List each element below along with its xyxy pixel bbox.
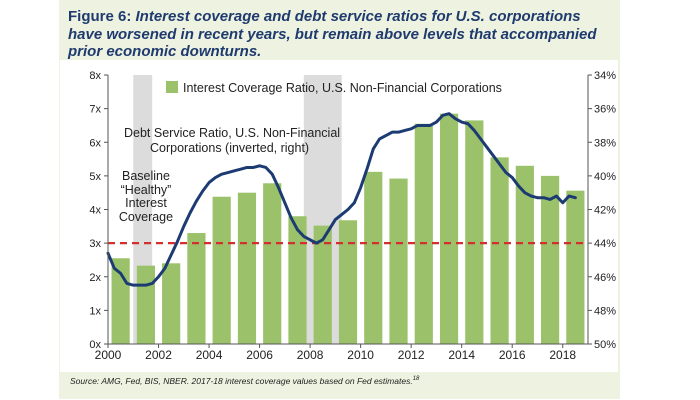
left-tick-label: 2x xyxy=(89,272,101,284)
bar-2016 xyxy=(515,165,534,344)
left-tick-label: 0x xyxy=(89,339,101,351)
x-tick-label: 2008 xyxy=(297,348,324,362)
baseline-annotation-line-3: Coverage xyxy=(119,210,173,224)
x-tick-label: 2000 xyxy=(95,348,122,362)
bar-2000 xyxy=(111,258,130,344)
legend-group: Interest Coverage Ratio, U.S. Non-Financ… xyxy=(166,81,502,95)
source-note: Source: AMG, Fed, BIS, NBER. 2017-18 int… xyxy=(70,376,419,386)
debt-service-line-group xyxy=(106,112,577,287)
left-tick-label: 1x xyxy=(89,305,101,317)
x-tick-label: 2010 xyxy=(347,348,374,362)
bar-2003 xyxy=(187,233,206,344)
figure-title-text: Interest coverage and debt service ratio… xyxy=(68,8,597,60)
bars-group xyxy=(111,113,585,344)
bar-2011 xyxy=(389,178,408,344)
right-tick-label: 42% xyxy=(594,205,616,217)
left-tick-label: 7x xyxy=(89,104,101,116)
bar-2013 xyxy=(439,113,459,344)
bar-2002 xyxy=(162,263,181,344)
x-tick-label: 2006 xyxy=(246,348,273,362)
bar-2018 xyxy=(566,190,585,344)
debt-service-annotation-line-1: Corporations (inverted, right) xyxy=(150,141,309,155)
x-tick-label: 2016 xyxy=(499,348,526,362)
bar-2012 xyxy=(414,123,433,344)
bar-2009 xyxy=(338,220,358,344)
figure-number: Figure 6: xyxy=(68,8,136,25)
figure-title: Figure 6: Interest coverage and debt ser… xyxy=(68,8,614,61)
bar-2005 xyxy=(237,192,257,344)
right-tick-label: 50% xyxy=(594,339,616,351)
right-tick-label: 44% xyxy=(594,238,616,250)
x-tick-label: 2004 xyxy=(196,348,223,362)
left-tick-label: 5x xyxy=(89,171,101,183)
right-tick-label: 48% xyxy=(594,305,616,317)
right-tick-label: 36% xyxy=(594,104,616,116)
bar-2017 xyxy=(541,175,560,344)
debt-service-annotation-line-0: Debt Service Ratio, U.S. Non-Financial xyxy=(124,126,340,140)
source-text: Source: AMG, Fed, BIS, NBER. 2017-18 int… xyxy=(70,376,413,386)
left-tick-label: 6x xyxy=(89,137,101,149)
bar-2015 xyxy=(490,157,509,344)
annotations-group: Debt Service Ratio, U.S. Non-FinancialCo… xyxy=(119,126,340,224)
bar-2004 xyxy=(212,196,231,344)
right-tick-label: 38% xyxy=(594,137,616,149)
right-tick-label: 40% xyxy=(594,171,616,183)
x-tick-label: 2018 xyxy=(549,348,576,362)
legend-swatch xyxy=(166,81,178,93)
right-tick-label: 46% xyxy=(594,272,616,284)
x-tick-label: 2002 xyxy=(145,348,172,362)
axes-group: 0x 1x 2x 3x 4x 5x 6x 7x 8x 50% 48% 46% 44% 42% 40% 38% 3… xyxy=(89,70,616,362)
bar-2008 xyxy=(313,225,332,344)
right-tick-label: 34% xyxy=(594,70,616,82)
legend-label: Interest Coverage Ratio, U.S. Non-Financ… xyxy=(183,81,502,95)
left-tick-label: 3x xyxy=(89,238,101,250)
bar-2010 xyxy=(364,171,383,344)
x-tick-label: 2012 xyxy=(398,348,425,362)
baseline-annotation-line-2: Interest xyxy=(125,196,167,210)
bar-2006 xyxy=(263,183,282,344)
debt-service-ratio-line xyxy=(106,112,577,287)
bar-2007 xyxy=(288,216,307,344)
x-tick-label: 2014 xyxy=(448,348,475,362)
baseline-annotation-line-1: “Healthy” xyxy=(121,183,172,197)
bar-2001 xyxy=(136,265,155,344)
source-footnote: 18 xyxy=(412,376,420,383)
baseline-annotation-line-0: Baseline xyxy=(122,169,170,183)
left-tick-label: 8x xyxy=(89,70,101,82)
left-tick-label: 4x xyxy=(89,205,101,217)
bar-2014 xyxy=(465,120,484,344)
